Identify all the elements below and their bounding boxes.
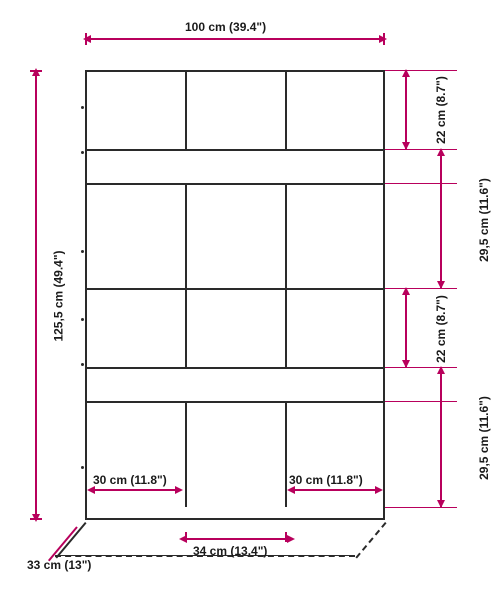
dim-right-r4: 22 cm (8.7") <box>434 295 448 363</box>
dim-bottom-left-cell: 30 cm (11.8") <box>93 473 167 487</box>
dim-right-r1: 22 cm (8.7") <box>434 77 448 145</box>
dim-width-top: 100 cm (39.4") <box>185 20 266 34</box>
dim-right-r5r6: 29,5 cm (11.6") <box>477 396 491 480</box>
dim-bottom-right-cell: 30 cm (11.8") <box>289 473 363 487</box>
dimension-drawing: 100 cm (39.4") 125,5 cm (49.4") 33 cm (13"… <box>0 0 500 600</box>
dim-height-left: 125,5 cm (49.4") <box>52 250 66 341</box>
dim-depth: 33 cm (13") <box>27 558 91 572</box>
dim-right-r2r3: 29,5 cm (11.6") <box>477 178 491 262</box>
dim-bottom-center: 34 cm (13.4") <box>193 544 267 558</box>
